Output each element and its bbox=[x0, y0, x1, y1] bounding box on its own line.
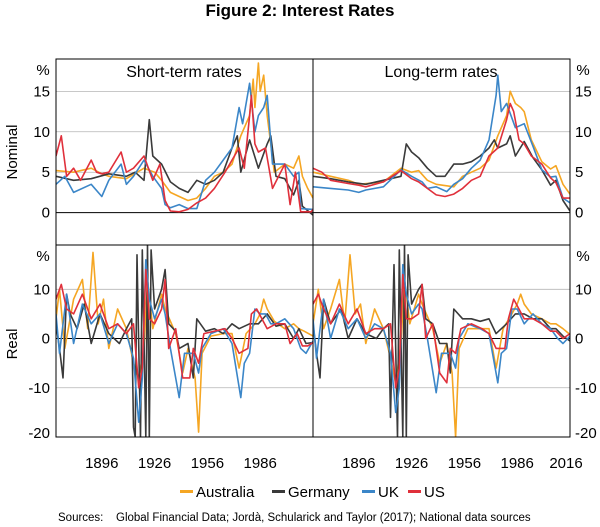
x-tick-left-1896: 1896 bbox=[85, 455, 118, 472]
panel-title-long: Long-term rates bbox=[385, 64, 498, 81]
y-tick-right-real-0: 0 bbox=[575, 331, 583, 348]
y-tick-left-nominal-5: 5 bbox=[42, 164, 50, 181]
series-australia-long_real bbox=[313, 254, 570, 437]
y-tick-left-real-0: 0 bbox=[42, 331, 50, 348]
x-tick-left-1926: 1926 bbox=[138, 455, 171, 472]
legend-swatch-germany bbox=[272, 490, 285, 493]
row-label-real: Real bbox=[4, 329, 21, 360]
legend-swatch-australia bbox=[180, 490, 193, 493]
legend-label-us: US bbox=[424, 484, 445, 501]
y-tick-left-nominal-15: 15 bbox=[33, 83, 50, 100]
sources-text: Global Financial Data; Jordà, Schularick… bbox=[116, 512, 531, 524]
row-label-nominal: Nominal bbox=[4, 124, 21, 179]
y-tick-right-nominal-5: 5 bbox=[575, 164, 583, 181]
unit-label-right-bottom: % bbox=[576, 248, 589, 265]
x-tick-right-1986: 1986 bbox=[501, 455, 534, 472]
y-tick-left-nominal-0: 0 bbox=[42, 205, 50, 222]
unit-label-left-bottom: % bbox=[36, 248, 49, 265]
plot-frame bbox=[55, 58, 571, 438]
y-tick-left-real--10: -10 bbox=[28, 380, 50, 397]
sources-label: Sources: bbox=[58, 512, 103, 524]
legend-label-australia: Australia bbox=[196, 484, 255, 501]
legend-swatch-us bbox=[408, 490, 421, 493]
panel-title-short: Short-term rates bbox=[126, 64, 242, 81]
y-tick-labels: 0 0 5 5 10 10 15 15 -20 -20 -10 -10 0 0 10 10 bbox=[28, 83, 596, 442]
panel-long_nominal bbox=[313, 74, 570, 212]
x-tick-right-1956: 1956 bbox=[448, 455, 481, 472]
y-tick-right-nominal-0: 0 bbox=[575, 205, 583, 222]
series-uk-long_nominal bbox=[313, 74, 570, 204]
y-tick-right-real-10: 10 bbox=[575, 281, 592, 298]
panel-long_real bbox=[313, 245, 570, 437]
series-germany-short_real bbox=[56, 245, 313, 437]
unit-label-right-top: % bbox=[576, 62, 589, 79]
legend-label-germany: Germany bbox=[288, 484, 350, 501]
series-lines bbox=[56, 62, 570, 437]
x-tick-right-1926: 1926 bbox=[395, 455, 428, 472]
unit-label-left-top: % bbox=[36, 62, 49, 79]
chart-title: Figure 2: Interest Rates bbox=[206, 1, 395, 20]
series-germany-long_nominal bbox=[313, 135, 570, 212]
y-tick-left-real-10: 10 bbox=[33, 281, 50, 298]
series-us-long_nominal bbox=[313, 102, 570, 199]
series-australia-short_real bbox=[56, 251, 313, 433]
y-tick-right-real--10: -10 bbox=[575, 380, 597, 397]
x-tick-left-1986: 1986 bbox=[244, 455, 277, 472]
y-tick-right-nominal-10: 10 bbox=[575, 124, 592, 141]
y-tick-right-real--20: -20 bbox=[575, 425, 597, 442]
y-tick-right-nominal-15: 15 bbox=[575, 83, 592, 100]
x-tick-left-1956: 1956 bbox=[191, 455, 224, 472]
legend: Australia Germany UK US bbox=[180, 484, 445, 501]
legend-label-uk: UK bbox=[378, 484, 399, 501]
series-uk-short_nominal bbox=[56, 82, 313, 211]
panel-short_nominal bbox=[56, 62, 313, 216]
x-tick-labels: 1896 1926 1956 1986 1896 1926 1956 1986 2016 bbox=[85, 455, 583, 472]
series-germany-short_nominal bbox=[56, 118, 313, 216]
panel-short_real bbox=[56, 245, 313, 437]
series-us-long_real bbox=[313, 273, 570, 389]
x-tick-right-1896: 1896 bbox=[342, 455, 375, 472]
series-us-short_real bbox=[56, 268, 313, 389]
y-tick-left-nominal-10: 10 bbox=[33, 124, 50, 141]
legend-swatch-uk bbox=[362, 490, 375, 493]
y-tick-left-real--20: -20 bbox=[28, 425, 50, 442]
series-us-short_nominal bbox=[56, 94, 313, 213]
series-uk-long_real bbox=[313, 263, 570, 414]
x-tick-right-2016: 2016 bbox=[549, 455, 582, 472]
